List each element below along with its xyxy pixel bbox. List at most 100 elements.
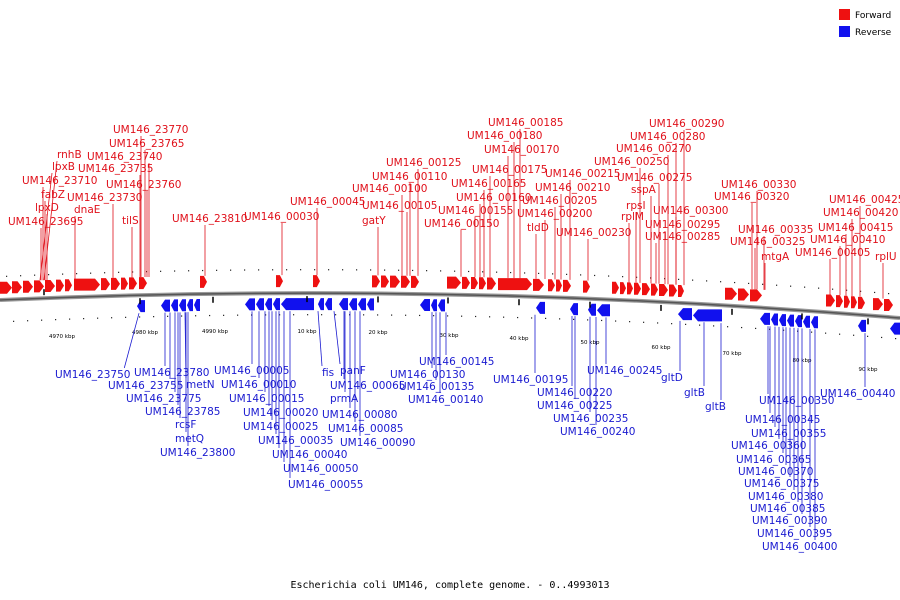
forward-gene[interactable]: [858, 296, 865, 309]
forward-gene[interactable]: [462, 276, 470, 289]
reverse-gene[interactable]: [779, 314, 786, 327]
forward-gene[interactable]: [627, 282, 633, 295]
reverse-gene[interactable]: [803, 315, 810, 328]
forward-gene[interactable]: [479, 277, 486, 290]
forward-gene[interactable]: [884, 299, 893, 312]
reverse-gene[interactable]: [194, 299, 200, 312]
forward-gene[interactable]: [121, 277, 128, 290]
forward-gene[interactable]: [12, 281, 22, 294]
reverse-gene[interactable]: [281, 298, 314, 311]
forward-gene[interactable]: [738, 288, 749, 301]
reverse-gene[interactable]: [265, 298, 272, 311]
reverse-gene[interactable]: [137, 300, 145, 313]
reverse-gene[interactable]: [358, 298, 366, 311]
reverse-gene[interactable]: [787, 314, 794, 327]
reverse-gene[interactable]: [438, 299, 445, 312]
reverse-gene[interactable]: [858, 319, 866, 332]
strand-dot: [132, 271, 134, 273]
forward-gene[interactable]: [563, 279, 571, 292]
forward-gene-label: UM146_00300: [653, 205, 728, 217]
forward-gene[interactable]: [612, 281, 619, 294]
reverse-gene[interactable]: [771, 313, 778, 326]
strand-dot: [895, 337, 897, 340]
forward-gene[interactable]: [0, 281, 12, 294]
scale-tick-label: 4980 kbp: [132, 330, 158, 336]
forward-gene[interactable]: [548, 279, 555, 292]
forward-gene[interactable]: [651, 283, 658, 296]
reverse-gene[interactable]: [795, 315, 802, 328]
forward-gene[interactable]: [401, 275, 410, 288]
forward-gene[interactable]: [372, 275, 380, 288]
reverse-gene[interactable]: [367, 298, 374, 311]
strand-dot: [727, 326, 729, 328]
forward-gene[interactable]: [390, 275, 400, 288]
forward-gene[interactable]: [447, 276, 461, 289]
forward-gene[interactable]: [873, 298, 883, 311]
forward-gene[interactable]: [844, 295, 850, 308]
reverse-gene[interactable]: [760, 312, 770, 325]
strand-dot: [279, 314, 281, 316]
forward-gene[interactable]: [200, 275, 207, 288]
forward-gene[interactable]: [556, 279, 562, 292]
reverse-gene[interactable]: [256, 298, 264, 311]
reverse-gene[interactable]: [339, 298, 348, 311]
forward-gene[interactable]: [34, 280, 44, 293]
forward-gene[interactable]: [498, 278, 532, 291]
reverse-gene[interactable]: [588, 303, 596, 316]
reverse-gene[interactable]: [536, 301, 545, 314]
reverse-gene[interactable]: [693, 309, 722, 322]
forward-gene[interactable]: [411, 275, 419, 288]
forward-gene-label: UM146_00405: [795, 247, 870, 259]
forward-gene[interactable]: [23, 280, 33, 293]
reverse-gene[interactable]: [325, 298, 332, 311]
reverse-gene[interactable]: [811, 316, 818, 329]
forward-gene[interactable]: [101, 278, 110, 291]
forward-gene[interactable]: [678, 284, 684, 297]
reverse-gene[interactable]: [179, 299, 186, 312]
forward-gene[interactable]: [533, 278, 544, 291]
reverse-gene[interactable]: [597, 304, 610, 317]
forward-gene[interactable]: [487, 277, 496, 290]
reverse-gene[interactable]: [171, 299, 178, 312]
reverse-gene[interactable]: [431, 299, 437, 312]
reverse-gene[interactable]: [318, 298, 324, 311]
forward-gene[interactable]: [471, 277, 478, 290]
reverse-gene[interactable]: [570, 303, 578, 316]
strand-dot: [461, 315, 463, 317]
reverse-gene[interactable]: [420, 299, 430, 312]
reverse-gene[interactable]: [349, 298, 357, 311]
forward-gene[interactable]: [65, 279, 72, 292]
forward-gene[interactable]: [129, 277, 137, 290]
forward-gene[interactable]: [642, 283, 650, 296]
reverse-gene[interactable]: [678, 308, 692, 321]
forward-gene[interactable]: [634, 282, 641, 295]
forward-gene[interactable]: [139, 277, 147, 290]
forward-gene[interactable]: [313, 275, 320, 288]
forward-gene[interactable]: [74, 278, 100, 291]
strand-dot: [867, 335, 869, 337]
reverse-gene[interactable]: [245, 298, 255, 311]
forward-gene[interactable]: [620, 282, 626, 295]
reverse-gene-label: UM146_00240: [560, 426, 635, 438]
forward-gene-label: UM146_00210: [535, 182, 610, 194]
forward-gene[interactable]: [381, 275, 389, 288]
forward-gene[interactable]: [276, 275, 283, 288]
forward-gene[interactable]: [851, 296, 857, 309]
forward-gene[interactable]: [583, 280, 590, 293]
forward-gene[interactable]: [725, 287, 737, 300]
reverse-gene[interactable]: [273, 298, 280, 311]
forward-gene[interactable]: [669, 284, 677, 297]
forward-gene-label: UM146_23760: [106, 179, 181, 191]
forward-gene[interactable]: [45, 279, 55, 292]
forward-gene[interactable]: [56, 279, 64, 292]
forward-gene[interactable]: [750, 289, 762, 302]
scale-tick-label: 10 kbp: [298, 329, 317, 335]
forward-gene[interactable]: [826, 294, 835, 307]
reverse-gene[interactable]: [161, 299, 170, 312]
forward-gene[interactable]: [836, 295, 843, 308]
reverse-gene-label: UM146_00025: [243, 421, 318, 433]
reverse-gene[interactable]: [890, 322, 900, 335]
reverse-gene[interactable]: [187, 299, 193, 312]
forward-gene[interactable]: [111, 277, 120, 290]
forward-gene[interactable]: [659, 284, 668, 297]
